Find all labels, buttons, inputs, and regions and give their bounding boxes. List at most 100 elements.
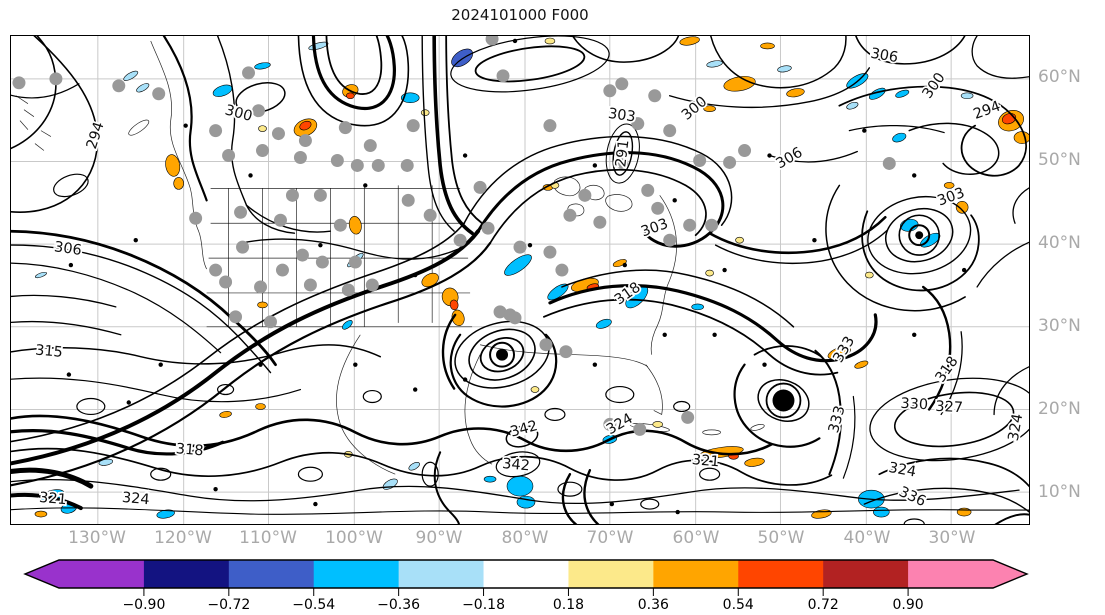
shading-patch	[173, 177, 184, 190]
shading-patch	[408, 461, 420, 471]
shading-patch	[342, 320, 353, 330]
lon-tick-label: 100°W	[325, 528, 383, 548]
colorbar-plot: −0.90 −0.72 −0.54 −0.36 −0.18 0.18 0.36 0.54 0.7…	[23, 559, 1029, 613]
lon-tick-label: 90°W	[415, 528, 463, 548]
observation-dot	[365, 278, 379, 292]
observation-dot	[481, 221, 495, 235]
lon-tick-label: 40°W	[843, 528, 891, 548]
colorbar-segment	[568, 560, 654, 588]
observation-dot	[882, 157, 896, 170]
observation-dot	[271, 127, 285, 141]
colorbar-tick-label: −0.54	[292, 597, 335, 613]
observation-dots	[12, 36, 896, 436]
contour-label: 324	[887, 460, 917, 481]
shading-patch	[679, 36, 700, 46]
contour-label: 327	[935, 399, 963, 416]
speck	[66, 372, 72, 377]
shading-patch	[544, 37, 556, 45]
speck-marks	[66, 38, 967, 515]
contour-label: 324	[1006, 412, 1027, 442]
observation-dot	[651, 201, 665, 215]
shading-patch	[530, 386, 540, 393]
observation-dot	[543, 245, 557, 259]
observation-dot	[641, 183, 655, 197]
shading-patch	[652, 421, 664, 428]
shading-patch	[255, 403, 266, 410]
observation-dot	[559, 345, 573, 359]
lon-tick-label: 70°W	[586, 528, 634, 548]
contour-label: 300	[223, 102, 254, 125]
observation-dot	[229, 310, 243, 324]
observation-dot	[333, 218, 347, 232]
shading-patch	[299, 120, 312, 131]
observation-dot	[603, 417, 617, 431]
colorbar-segment	[823, 560, 909, 588]
contour-label: 294	[971, 98, 1002, 122]
shading-patch	[34, 510, 48, 518]
observation-dot	[313, 188, 327, 202]
contour-label: 315	[34, 343, 63, 361]
shading-patch	[165, 154, 181, 177]
shading-patch	[257, 301, 268, 309]
observation-dot	[275, 263, 289, 277]
speck	[767, 153, 772, 158]
observation-dot	[295, 248, 309, 262]
shading-patch	[506, 475, 534, 497]
shading-patch	[846, 101, 859, 110]
speck	[961, 267, 967, 273]
speck	[318, 242, 323, 248]
observation-dot	[723, 156, 737, 169]
observation-dot	[648, 89, 662, 103]
shading-patch	[400, 92, 420, 104]
speck	[126, 400, 131, 405]
shading-patch	[136, 83, 150, 93]
figure-title: 2024101000 F000	[451, 6, 589, 24]
contour-label: 330	[900, 396, 928, 413]
observation-dot	[593, 215, 607, 229]
shading-patch	[786, 88, 805, 98]
contour-label: 294	[84, 120, 108, 151]
lon-tick-label: 80°W	[501, 528, 549, 548]
observation-dot	[219, 275, 233, 289]
shading-patch	[420, 109, 430, 116]
colorbar-segment	[143, 560, 230, 588]
observation-dot	[330, 154, 344, 167]
speck	[313, 501, 318, 507]
contour-label: 318	[175, 441, 204, 459]
observation-dot	[400, 158, 414, 172]
shading-patch	[483, 475, 497, 483]
speck	[213, 486, 218, 492]
speck	[912, 173, 917, 178]
colorbar-segment	[908, 560, 994, 588]
observation-dot	[473, 180, 487, 194]
observation-dot	[285, 188, 299, 202]
lat-tick-label: 30°N	[1038, 316, 1081, 336]
observation-dot	[209, 124, 223, 138]
observation-dot	[681, 410, 695, 424]
colorbar-tick-label: 0.54	[723, 597, 754, 613]
observation-dot	[539, 338, 553, 352]
colorbar-segment	[483, 560, 569, 588]
speck	[609, 501, 615, 507]
observation-dot	[693, 154, 707, 167]
graticule	[11, 36, 1029, 524]
speck	[592, 163, 598, 168]
shading-patch	[873, 506, 890, 518]
lon-tick-label: 110°W	[239, 528, 297, 548]
colorbar-segment	[313, 560, 400, 588]
observation-dot	[12, 76, 26, 90]
lat-tick-label: 40°N	[1038, 233, 1081, 253]
speck	[413, 272, 418, 278]
speck	[158, 362, 163, 367]
colorbar-segment	[738, 560, 824, 588]
shading-patch	[504, 254, 532, 276]
observation-dot	[256, 144, 269, 158]
colorbar-tick-label: −0.36	[377, 597, 420, 613]
speck	[363, 183, 368, 188]
observation-dot	[406, 119, 420, 133]
shading-patch	[854, 360, 869, 369]
colorbar-tick-label: −0.90	[122, 597, 165, 613]
speck	[662, 332, 667, 337]
shading-patch	[865, 271, 874, 279]
colorbar-segment	[653, 560, 739, 588]
